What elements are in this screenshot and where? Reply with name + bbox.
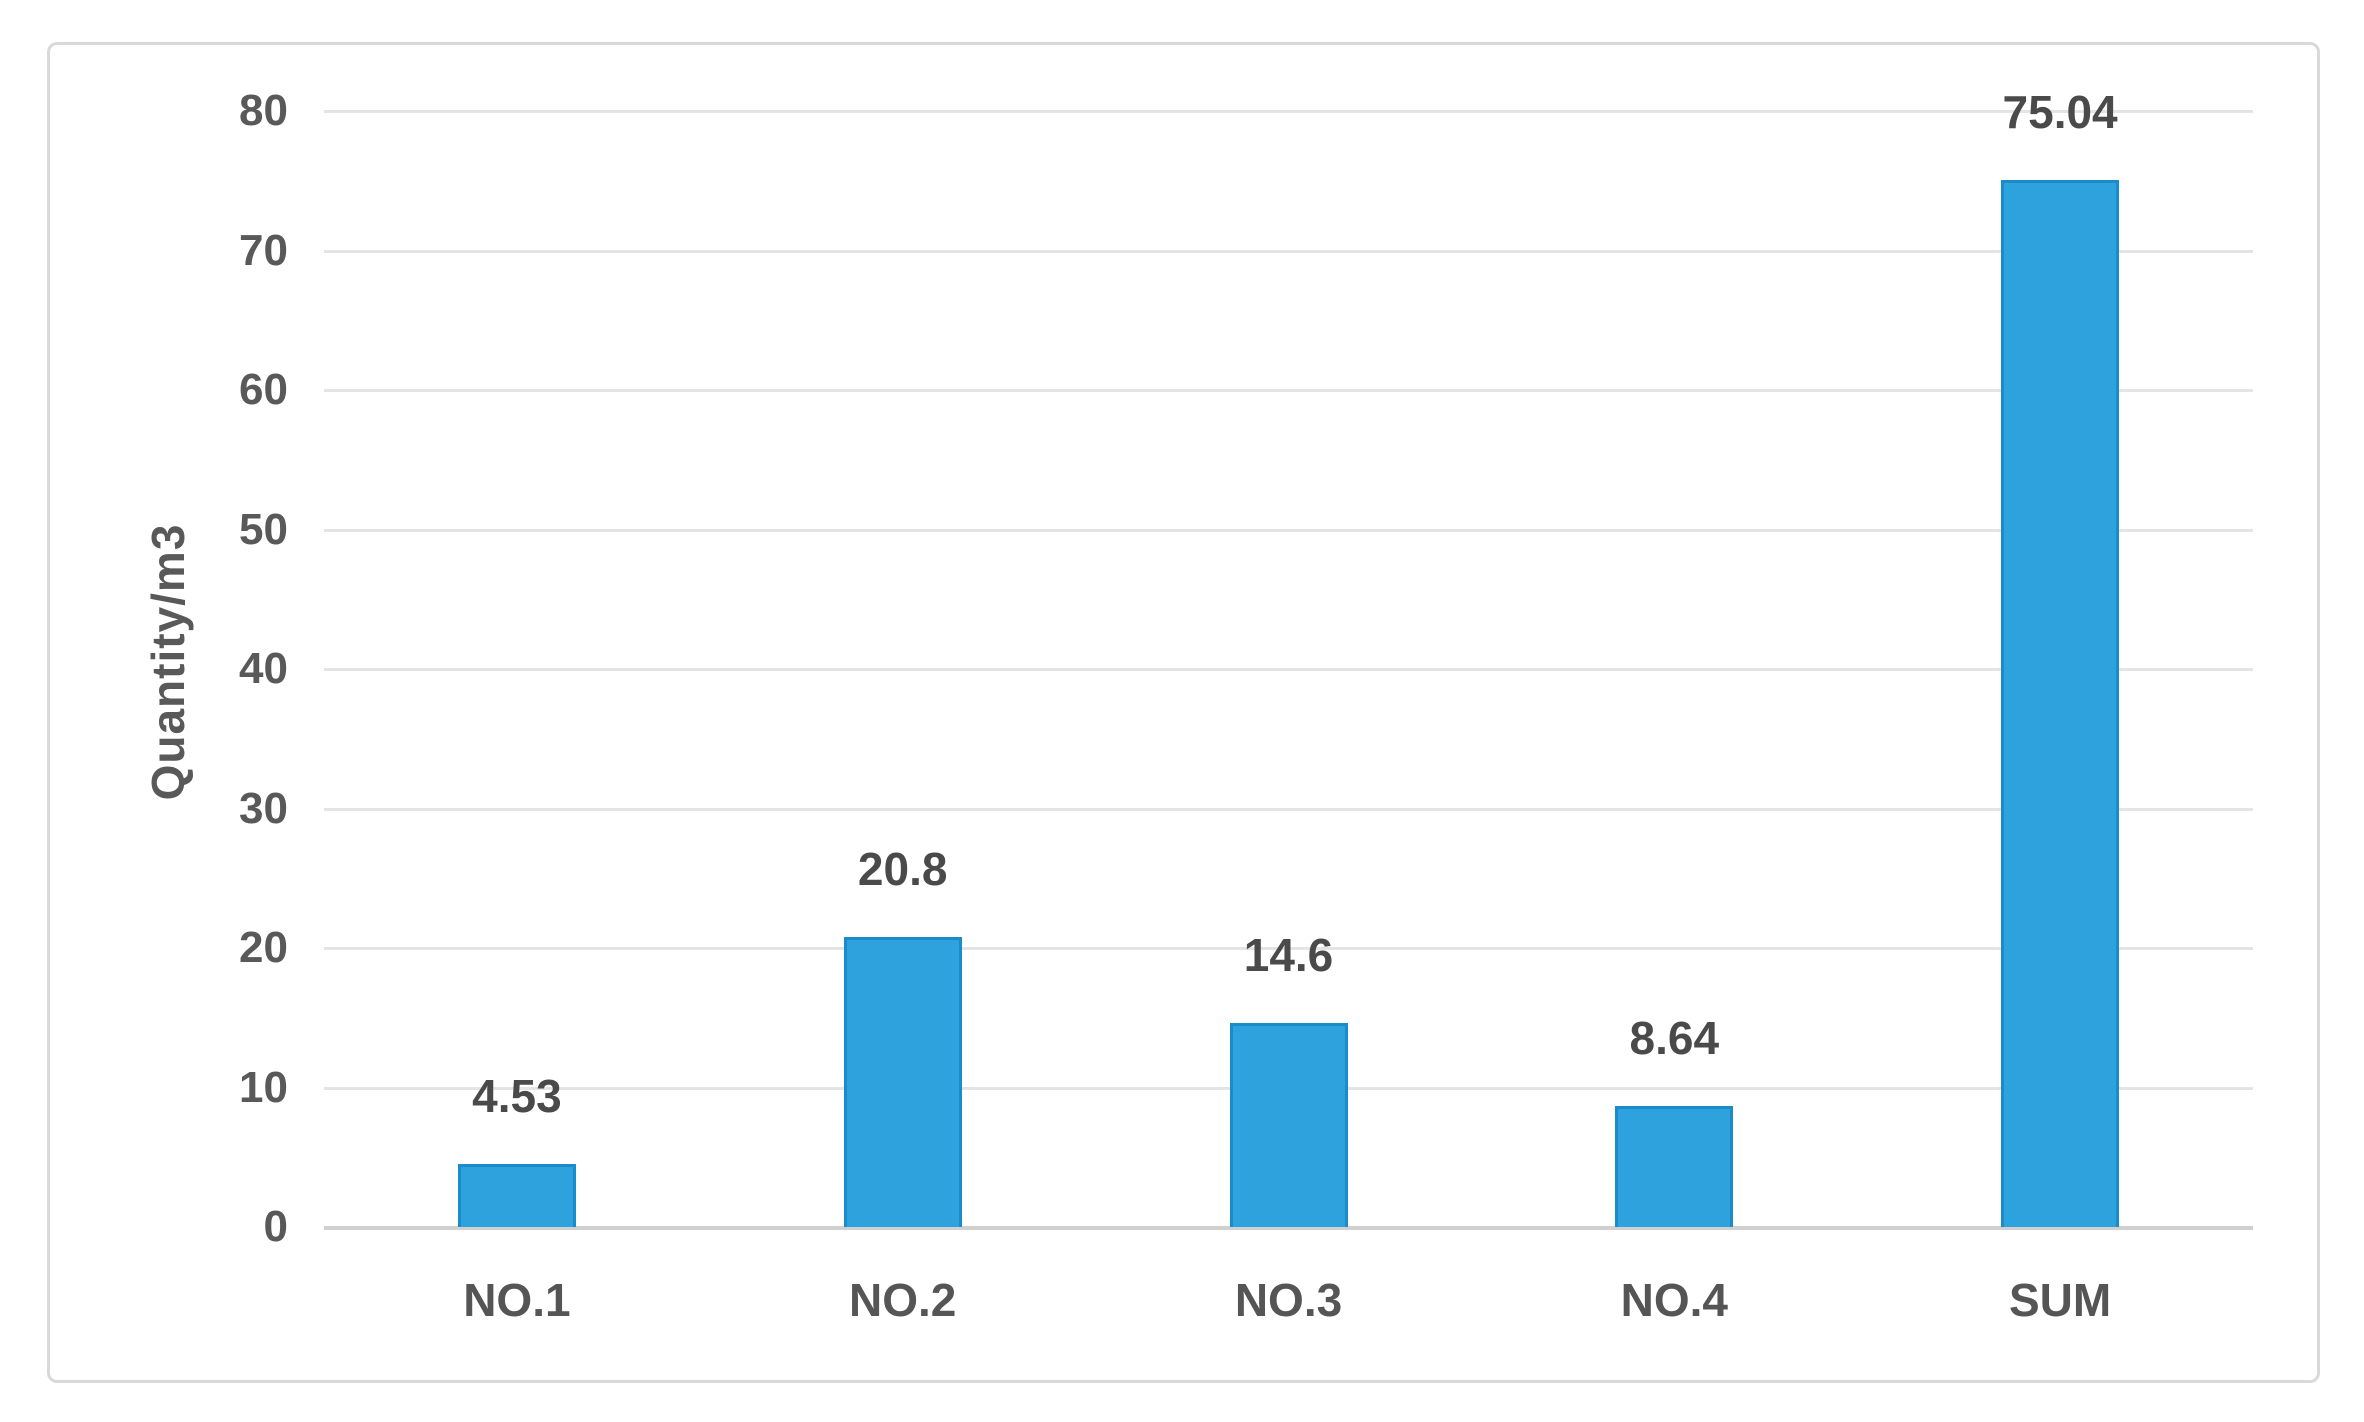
data-label-no3: 14.6 (1243, 929, 1334, 982)
data-label-sum: 75.04 (2002, 86, 2118, 139)
x-axis-label-no1: NO.1 (463, 1274, 571, 1326)
x-axis-label-no2: NO.2 (849, 1274, 957, 1326)
x-axis-line (324, 1226, 2253, 1230)
bar-sum (2001, 180, 2120, 1227)
gridline-y60 (324, 389, 2253, 392)
chart-panel: Quantity/m3 0 10 20 30 40 50 60 70 80 4.53 NO.1 20.… (47, 42, 2320, 1383)
y-axis-tick-20: 20 (239, 923, 288, 972)
gridline-y40 (324, 668, 2253, 671)
y-axis-tick-40: 40 (239, 644, 288, 693)
y-axis-tick-70: 70 (239, 225, 288, 275)
data-label-no2: 20.8 (857, 842, 948, 895)
y-axis-tick-60: 60 (239, 365, 288, 414)
y-axis-tick-10: 10 (239, 1062, 288, 1112)
x-axis-label-no4: NO.4 (1620, 1274, 1728, 1326)
bar-no1 (457, 1163, 576, 1227)
labels-layer: 0 10 20 30 40 50 60 70 80 4.53 NO.1 20.8 NO.2 14.6 NO.… (50, 45, 2317, 1380)
gridline-y50 (324, 528, 2253, 532)
bar-no4 (1615, 1106, 1734, 1227)
y-axis-tick-80: 80 (239, 86, 288, 135)
y-axis-tick-50: 50 (239, 504, 288, 554)
x-axis-label-no3: NO.3 (1234, 1274, 1343, 1326)
bars-layer (50, 45, 2317, 1380)
y-axis-tick-0: 0 (263, 1202, 288, 1251)
gridline-y80 (324, 110, 2253, 113)
gridline-y20 (324, 947, 2253, 950)
x-axis-label-sum: SUM (2008, 1274, 2112, 1326)
gridline-y30 (324, 807, 2253, 811)
data-label-no4: 8.64 (1629, 1012, 1720, 1065)
y-axis-tick-30: 30 (239, 783, 288, 833)
bar-no2 (843, 936, 962, 1227)
gridline-y70 (324, 249, 2253, 253)
bar-no3 (1229, 1023, 1348, 1227)
data-label-no1: 4.53 (472, 1069, 562, 1122)
